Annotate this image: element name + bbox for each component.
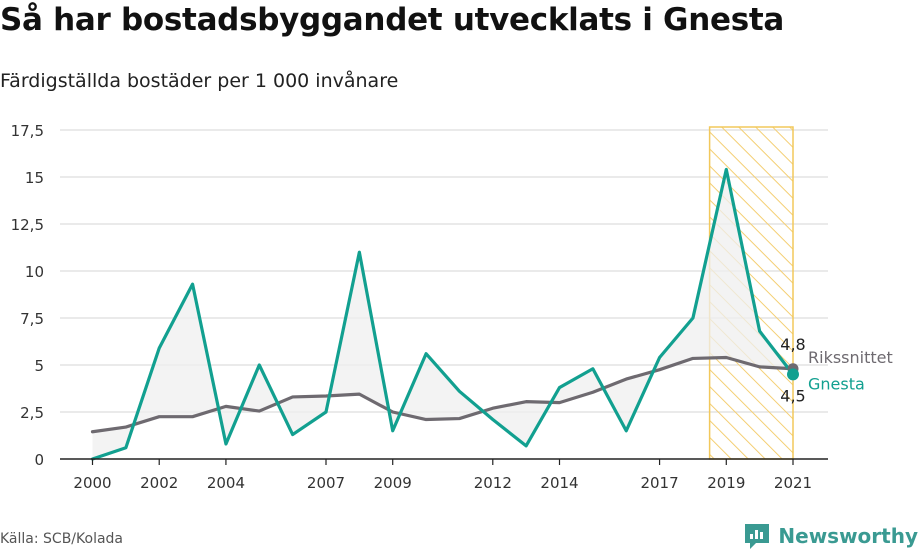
y-tick-label: 7,5 [20, 310, 44, 328]
brand-logo: Newsworthy [742, 521, 918, 551]
rikssnittet-line [90, 355, 795, 434]
y-tick-label: 5 [34, 357, 44, 375]
x-tick-label: 2007 [307, 474, 345, 492]
x-tick-label: 2012 [474, 474, 512, 492]
newsworthy-logo-icon [745, 524, 770, 549]
difference-fill [92, 169, 793, 460]
source-note: Källa: SCB/Kolada [0, 531, 124, 547]
x-tick-label: 2014 [540, 474, 578, 492]
axes: 0 2,5 5 7,5 10 12,5 15 17,5 2000 2002 2004 2007 2009… [11, 122, 828, 492]
brand-name: Newsworthy [778, 524, 918, 548]
y-tick-label: 0 [34, 451, 44, 469]
x-tick-label: 2009 [374, 474, 412, 492]
x-tick-label: 2019 [707, 474, 745, 492]
gnesta-endpoint [787, 368, 799, 381]
x-tick-label: 2017 [640, 474, 678, 492]
rikssnittet-series-label: Rikssnittet [808, 348, 893, 367]
gnesta-value-label: 4,5 [780, 386, 805, 405]
gnesta-series-label: Gnesta [808, 374, 865, 393]
x-tick-label: 2002 [140, 474, 178, 492]
rikssnittet-value-label: 4,8 [780, 335, 805, 354]
y-tick-label: 2,5 [20, 404, 44, 422]
x-tick-label: 2000 [73, 474, 111, 492]
gnesta-line [90, 167, 795, 461]
x-tick-label: 2004 [207, 474, 245, 492]
chart-title: Så har bostadsbyggandet utvecklats i Gne… [0, 2, 784, 38]
y-tick-label: 12,5 [11, 216, 44, 234]
x-tick-label: 2021 [774, 474, 812, 492]
y-tick-label: 10 [25, 263, 44, 281]
y-tick-label: 15 [25, 169, 44, 187]
difference-area [92, 169, 793, 460]
chart-subtitle: Färdigställda bostäder per 1 000 invånar… [0, 70, 399, 92]
y-tick-label: 17,5 [11, 122, 44, 140]
series-lines [90, 167, 795, 461]
